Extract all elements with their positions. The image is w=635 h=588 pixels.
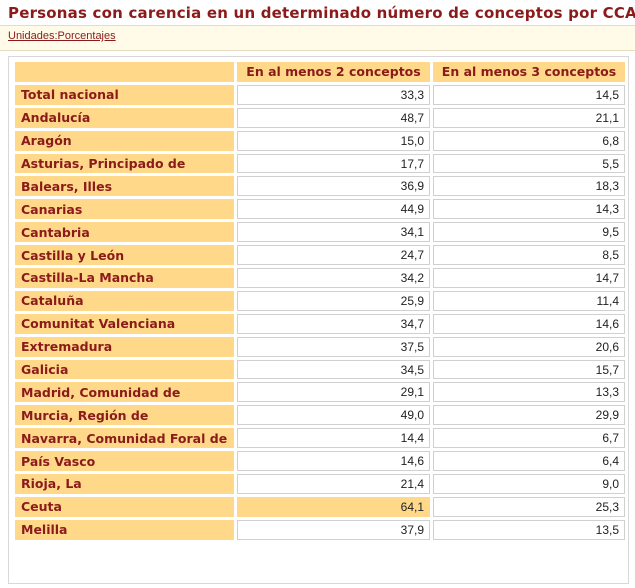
table-row: País Vasco 14,6 6,4	[15, 451, 625, 472]
cell-at-least-2: 34,7	[237, 313, 430, 334]
table-header-row: En al menos 2 conceptos En al menos 3 co…	[15, 62, 625, 82]
row-label: Galicia	[15, 359, 234, 380]
cell-at-least-3: 14,5	[433, 84, 625, 105]
data-table-frame: En al menos 2 conceptos En al menos 3 co…	[8, 56, 629, 584]
cell-at-least-2: 17,7	[237, 153, 430, 174]
row-label: Navarra, Comunidad Foral de	[15, 428, 234, 449]
table-row: Asturias, Principado de 17,7 5,5	[15, 153, 625, 174]
row-label: Aragón	[15, 130, 234, 151]
table-row: Cantabria 34,1 9,5	[15, 222, 625, 243]
page-title: Personas con carencia en un determinado …	[8, 4, 635, 22]
cell-at-least-3: 14,3	[433, 199, 625, 220]
header-at-least-3[interactable]: En al menos 3 conceptos	[433, 62, 625, 82]
header-corner	[15, 62, 234, 82]
cell-at-least-2: 49,0	[237, 405, 430, 426]
table-row: Castilla-La Mancha 34,2 14,7	[15, 268, 625, 288]
table-row: Canarias 44,9 14,3	[15, 199, 625, 220]
row-label: Madrid, Comunidad de	[15, 382, 234, 403]
cell-at-least-3: 6,7	[433, 428, 625, 449]
table-row: Melilla 37,9 13,5	[15, 519, 625, 540]
units-link[interactable]: Unidades:Porcentajes	[8, 30, 116, 42]
cell-at-least-3: 21,1	[433, 107, 625, 128]
cell-at-least-2: 34,1	[237, 222, 430, 243]
cell-at-least-3: 9,5	[433, 222, 625, 243]
row-label: Canarias	[15, 199, 234, 220]
cell-at-least-2: 15,0	[237, 130, 430, 151]
cell-at-least-2: 48,7	[237, 107, 430, 128]
cell-at-least-3: 8,5	[433, 245, 625, 266]
table-row: Castilla y León 24,7 8,5	[15, 245, 625, 266]
row-label: Andalucía	[15, 107, 234, 128]
cell-at-least-3: 20,6	[433, 336, 625, 357]
cell-at-least-2: 29,1	[237, 382, 430, 403]
table-row: Murcia, Región de 49,0 29,9	[15, 405, 625, 426]
table-row: Ceuta 64,1 25,3	[15, 496, 625, 517]
table-row: Extremadura 37,5 20,6	[15, 336, 625, 357]
cell-at-least-3: 11,4	[433, 290, 625, 311]
data-table: En al menos 2 conceptos En al menos 3 co…	[12, 59, 628, 543]
cell-at-least-3: 25,3	[433, 496, 625, 517]
row-label: Cantabria	[15, 222, 234, 243]
cell-at-least-2: 64,1	[237, 496, 430, 517]
row-label: Castilla-La Mancha	[15, 268, 234, 288]
table-row: Balears, Illes 36,9 18,3	[15, 176, 625, 197]
header-at-least-2[interactable]: En al menos 2 conceptos	[237, 62, 430, 82]
cell-at-least-3: 15,7	[433, 359, 625, 380]
row-label: Extremadura	[15, 336, 234, 357]
row-label: Balears, Illes	[15, 176, 234, 197]
table-row: Cataluña 25,9 11,4	[15, 290, 625, 311]
row-label: Total nacional	[15, 84, 234, 105]
cell-at-least-3: 9,0	[433, 474, 625, 494]
table-row: Navarra, Comunidad Foral de 14,4 6,7	[15, 428, 625, 449]
row-label: Asturias, Principado de	[15, 153, 234, 174]
table-row: Aragón 15,0 6,8	[15, 130, 625, 151]
cell-at-least-3: 14,7	[433, 268, 625, 288]
row-label: Melilla	[15, 519, 234, 540]
cell-at-least-2: 36,9	[237, 176, 430, 197]
cell-at-least-2: 44,9	[237, 199, 430, 220]
cell-at-least-2: 21,4	[237, 474, 430, 494]
cell-at-least-3: 6,4	[433, 451, 625, 472]
cell-at-least-3: 18,3	[433, 176, 625, 197]
units-bar: Unidades:Porcentajes	[0, 25, 635, 51]
cell-at-least-3: 13,3	[433, 382, 625, 403]
cell-at-least-3: 14,6	[433, 313, 625, 334]
row-label: Rioja, La	[15, 474, 234, 494]
row-label: Castilla y León	[15, 245, 234, 266]
cell-at-least-2: 37,5	[237, 336, 430, 357]
table-row: Galicia 34,5 15,7	[15, 359, 625, 380]
row-label: Cataluña	[15, 290, 234, 311]
cell-at-least-2: 25,9	[237, 290, 430, 311]
row-label: Murcia, Región de	[15, 405, 234, 426]
row-label: Ceuta	[15, 496, 234, 517]
table-row: Madrid, Comunidad de 29,1 13,3	[15, 382, 625, 403]
cell-at-least-3: 29,9	[433, 405, 625, 426]
table-row: Comunitat Valenciana 34,7 14,6	[15, 313, 625, 334]
cell-at-least-3: 13,5	[433, 519, 625, 540]
cell-at-least-3: 6,8	[433, 130, 625, 151]
table-row: Rioja, La 21,4 9,0	[15, 474, 625, 494]
row-label: Comunitat Valenciana	[15, 313, 234, 334]
cell-at-least-2: 34,2	[237, 268, 430, 288]
cell-at-least-2: 34,5	[237, 359, 430, 380]
cell-at-least-2: 24,7	[237, 245, 430, 266]
row-label: País Vasco	[15, 451, 234, 472]
cell-at-least-2: 33,3	[237, 84, 430, 105]
table-row: Total nacional 33,3 14,5	[15, 84, 625, 105]
cell-at-least-2: 14,4	[237, 428, 430, 449]
cell-at-least-2: 37,9	[237, 519, 430, 540]
cell-at-least-2: 14,6	[237, 451, 430, 472]
table-row: Andalucía 48,7 21,1	[15, 107, 625, 128]
cell-at-least-3: 5,5	[433, 153, 625, 174]
